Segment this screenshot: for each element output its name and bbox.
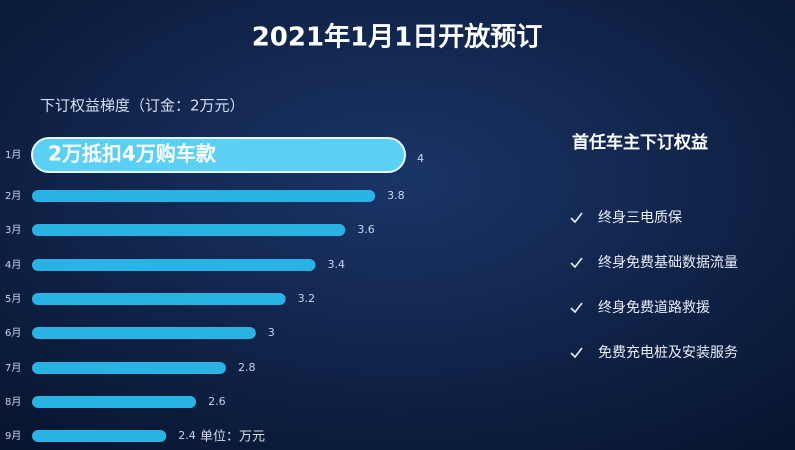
bar bbox=[32, 430, 167, 442]
y-tick-label: 8月 bbox=[5, 396, 21, 408]
check-icon bbox=[570, 212, 583, 224]
benefit-item: 终身免费道路救援 bbox=[598, 300, 710, 316]
bar bbox=[31, 137, 406, 173]
y-tick-label: 5月 bbox=[5, 293, 21, 305]
y-tick-label: 3月 bbox=[5, 224, 21, 236]
value-label: 2.6 bbox=[208, 395, 226, 408]
y-tick-label: 4月 bbox=[5, 259, 21, 271]
bar bbox=[32, 190, 376, 202]
check-icon bbox=[570, 257, 583, 269]
bar bbox=[32, 327, 256, 339]
value-label: 2.4 bbox=[178, 429, 196, 442]
benefit-item: 免费充电桩及安装服务 bbox=[598, 344, 738, 361]
benefit-item: 终身免费基础数据流量 bbox=[598, 254, 738, 271]
y-tick-label: 7月 bbox=[5, 362, 21, 374]
bar bbox=[32, 224, 346, 236]
bar bbox=[32, 259, 316, 271]
value-label: 3.2 bbox=[298, 292, 316, 305]
chart-subtitle: 下订权益梯度（订金：2万元） bbox=[40, 97, 245, 115]
value-label: 3 bbox=[268, 326, 275, 339]
value-label: 3.4 bbox=[327, 258, 345, 271]
value-label: 2.8 bbox=[238, 361, 256, 374]
y-tick-label: 1月 bbox=[5, 149, 21, 161]
panel-title: 首任车主下订权益 bbox=[572, 132, 708, 153]
value-label: 3.6 bbox=[357, 223, 375, 236]
value-label: 4 bbox=[417, 152, 424, 165]
check-icon bbox=[570, 302, 583, 314]
chart-title: 2021年1月1日开放预订 bbox=[252, 22, 543, 53]
benefit-item: 终身三电质保 bbox=[598, 210, 682, 226]
check-icon bbox=[570, 347, 583, 359]
y-tick-label: 9月 bbox=[5, 430, 21, 442]
value-label: 3.8 bbox=[387, 189, 405, 202]
bar bbox=[32, 362, 226, 374]
y-tick-label: 6月 bbox=[5, 327, 21, 339]
bar bbox=[32, 293, 286, 305]
bar bbox=[32, 396, 197, 408]
y-tick-label: 2月 bbox=[5, 190, 21, 202]
bar-annotation: 2万抵扣4万购车款 bbox=[48, 142, 217, 166]
unit-note: 单位：万元 bbox=[200, 430, 265, 445]
